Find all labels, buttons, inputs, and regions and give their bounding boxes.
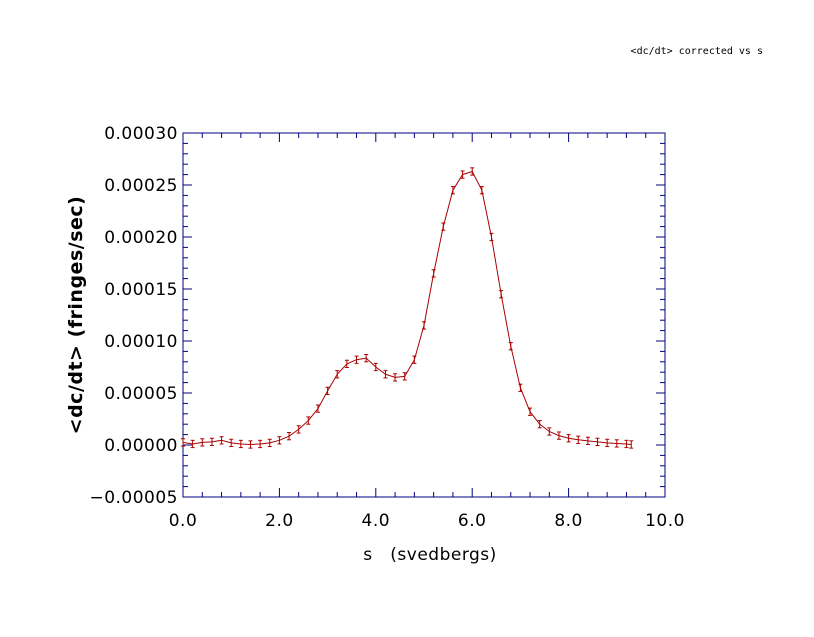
x-tick-label: 4.0 [362,511,391,531]
data-point [441,222,446,231]
data-point [344,359,349,369]
data-point [383,370,388,379]
x-tick-label: 2.0 [265,511,294,531]
data-point [470,167,475,176]
data-point [422,321,426,330]
tick-labels: 0.0 2.0 4.0 6.0 8.0 10.0 −0.00005 0.00000 0.0000… [89,124,684,531]
y-tick-label: 0.00025 [104,176,178,196]
data-point [614,439,619,448]
data-point [335,370,340,379]
data-point [258,439,263,449]
data-point [200,438,205,447]
y-tick-label: 0.00005 [104,384,178,404]
data-point [605,438,610,448]
axis-ticks [182,132,666,498]
data-point [315,404,320,413]
data-point [402,372,407,381]
x-tick-label: 0.0 [169,511,198,531]
data-point [624,439,629,449]
data-point [518,383,523,392]
data-point [190,439,195,449]
data-point [364,354,369,363]
data-point [354,355,359,364]
data-point [219,436,224,445]
data-point [393,373,398,382]
y-tick-label: 0.00030 [104,124,178,144]
error-bars [181,167,634,449]
y-axis-label: <dc/dt> (fringes/sec) [65,196,87,435]
y-tick-label: 0.00000 [104,436,178,456]
y-tick-label: 0.00020 [104,228,178,248]
data-point [373,362,378,372]
data-point [431,269,436,278]
data-point [277,436,282,445]
data-point [450,186,455,195]
data-point [248,440,253,449]
series-line [182,170,632,445]
x-tick-label: 10.0 [645,511,685,531]
data-point [325,386,330,396]
x-axis-label: s (svedbergs) [363,545,497,565]
data-point [556,431,561,440]
data-point [585,436,590,445]
data-point [499,290,504,299]
data-point [267,438,272,448]
data-point [238,439,243,449]
data-point [306,416,311,425]
x-tick-label: 6.0 [458,511,487,531]
data-point [229,438,234,448]
data-point [508,342,513,351]
data-point [460,170,465,179]
chart-title: <dc/dt> corrected vs s [631,46,763,57]
data-point [566,434,571,443]
data-point [528,407,533,416]
data-point [296,425,301,434]
data-point [209,437,214,447]
data-point [181,438,185,447]
data-point [629,440,634,449]
y-tick-label: 0.00010 [104,332,178,352]
data-point [479,186,484,195]
data-point [537,420,542,429]
y-tick-label: 0.00015 [104,280,178,300]
data-point [547,427,552,436]
data-point [489,232,494,242]
data-point [412,355,417,364]
data-point [287,432,292,441]
data-point [595,437,600,447]
y-tick-label: −0.00005 [89,488,178,508]
data-point [576,435,581,444]
plot-frame [182,132,666,498]
x-tick-label: 8.0 [554,511,583,531]
